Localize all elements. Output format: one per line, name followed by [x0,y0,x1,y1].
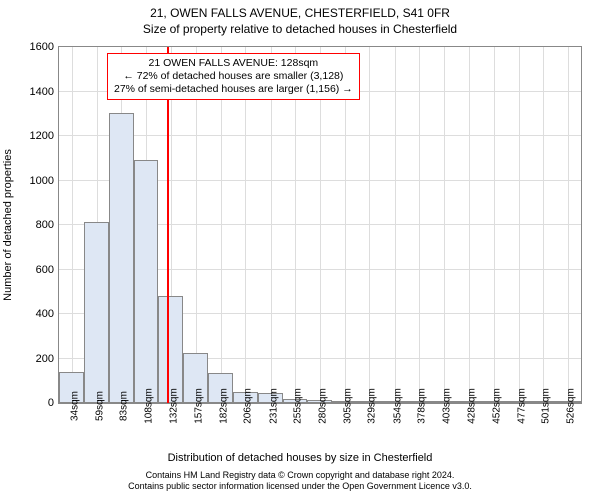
y-tick-label: 0 [14,397,54,409]
gridline-v [469,47,470,403]
gridline-v [519,47,520,403]
x-tick-label: 280sqm [318,388,329,424]
annotation-line1: 21 OWEN FALLS AVENUE: 128sqm [114,57,353,70]
x-tick-label: 354sqm [392,388,403,424]
histogram-bar [158,296,183,403]
reference-line [167,47,169,403]
gridline-v [72,47,73,403]
x-axis-label: Distribution of detached houses by size … [0,452,600,464]
gridline-v [245,47,246,403]
annotation-line3: 27% of semi-detached houses are larger (… [114,83,353,96]
x-tick-label: 132sqm [168,388,179,424]
x-tick-label: 255sqm [292,388,303,424]
gridline-v [419,47,420,403]
histogram-bar [84,222,109,403]
x-tick-label: 83sqm [119,391,130,421]
x-tick-label: 34sqm [69,391,80,421]
gridline-v [444,47,445,403]
x-tick-label: 157sqm [193,388,204,424]
annotation-box: 21 OWEN FALLS AVENUE: 128sqm← 72% of det… [107,53,360,100]
y-tick-label: 400 [14,308,54,320]
gridline-v [221,47,222,403]
chart-subtitle: Size of property relative to detached ho… [0,20,600,36]
y-tick-label: 1400 [14,86,54,98]
x-tick-label: 403sqm [442,388,453,424]
footer-attribution: Contains HM Land Registry data © Crown c… [0,470,600,493]
gridline-v [494,47,495,403]
gridline-v [271,47,272,403]
x-tick-label: 305sqm [343,388,354,424]
footer-line2: Contains public sector information licen… [0,481,600,492]
gridline-v [568,47,569,403]
gridline-v [196,47,197,403]
plot-area: 21 OWEN FALLS AVENUE: 128sqm← 72% of det… [58,46,582,404]
y-tick-label: 200 [14,353,54,365]
gridline-v [320,47,321,403]
y-tick-label: 600 [14,264,54,276]
histogram-bar [134,160,159,403]
x-tick-label: 428sqm [467,388,478,424]
x-tick-label: 182sqm [219,388,230,424]
x-tick-label: 329sqm [367,388,378,424]
y-tick-label: 1600 [14,41,54,53]
x-tick-label: 501sqm [541,388,552,424]
x-tick-label: 378sqm [416,388,427,424]
footer-line1: Contains HM Land Registry data © Crown c… [0,470,600,481]
y-tick-label: 800 [14,219,54,231]
gridline-v [295,47,296,403]
x-tick-label: 206sqm [243,388,254,424]
gridline-v [395,47,396,403]
x-tick-label: 526sqm [566,388,577,424]
gridline-v [345,47,346,403]
gridline-v [543,47,544,403]
x-tick-label: 59sqm [94,391,105,421]
x-tick-label: 108sqm [144,388,155,424]
gridline-v [369,47,370,403]
x-tick-label: 452sqm [491,388,502,424]
y-tick-label: 1200 [14,130,54,142]
x-tick-label: 231sqm [268,388,279,424]
x-tick-label: 477sqm [516,388,527,424]
chart-container: 21, OWEN FALLS AVENUE, CHESTERFIELD, S41… [0,0,600,500]
chart-address-title: 21, OWEN FALLS AVENUE, CHESTERFIELD, S41… [0,0,600,20]
annotation-line2: ← 72% of detached houses are smaller (3,… [114,70,353,83]
y-tick-label: 1000 [14,175,54,187]
histogram-bar [109,113,134,403]
